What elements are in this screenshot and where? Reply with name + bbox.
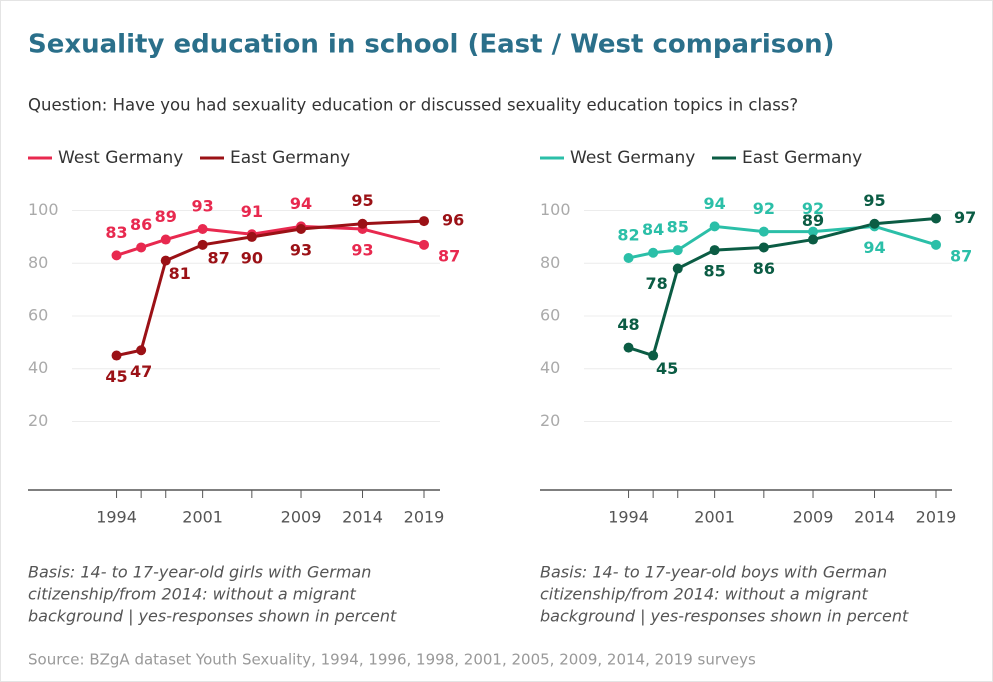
note: background | yes-responses shown in perc…	[28, 607, 397, 626]
subtitle: Question: Have you had sexuality educati…	[28, 96, 798, 115]
data-label: 78	[645, 274, 667, 293]
note: Basis: 14- to 17-year-old boys with Germ…	[540, 563, 887, 582]
point	[672, 263, 683, 274]
x-tick-label: 1994	[96, 508, 137, 527]
data-label: 95	[863, 191, 885, 210]
point	[808, 234, 819, 245]
x-tick-label: 2019	[916, 508, 957, 527]
y-tick-label: 80	[540, 253, 560, 272]
point	[869, 218, 880, 229]
point	[197, 239, 208, 250]
point	[709, 221, 720, 232]
data-label: 92	[802, 199, 824, 218]
point	[672, 245, 683, 256]
data-label: 92	[753, 199, 775, 218]
data-label: 94	[704, 194, 726, 213]
point	[136, 345, 147, 356]
point	[623, 253, 634, 263]
point	[136, 242, 147, 253]
data-label: 84	[642, 220, 664, 239]
data-label: 94	[863, 238, 885, 257]
data-label: 83	[105, 223, 127, 242]
y-tick-label: 100	[540, 200, 571, 219]
data-label: 93	[192, 197, 214, 216]
series-line	[628, 216, 937, 358]
point	[808, 226, 819, 237]
data-label: 45	[656, 359, 678, 378]
point	[296, 224, 307, 234]
data-label: 93	[290, 241, 312, 260]
y-tick-label: 80	[28, 253, 48, 272]
note: citizenship/from 2014: without a migrant	[540, 585, 869, 604]
x-tick-label: 1994	[608, 508, 649, 527]
data-label: 87	[950, 246, 972, 265]
title: Sexuality education in school (East / We…	[28, 30, 835, 60]
legend-label: East Germany	[230, 148, 350, 168]
data-label: 94	[290, 194, 312, 213]
point	[623, 342, 634, 353]
y-tick-label: 20	[540, 411, 560, 430]
x-tick-label: 2009	[793, 508, 834, 527]
data-label: 86	[130, 215, 152, 234]
data-label: 47	[130, 362, 152, 381]
y-tick-label: 20	[28, 411, 48, 430]
point	[111, 350, 122, 361]
data-label: 85	[704, 262, 726, 281]
y-tick-label: 60	[28, 306, 48, 325]
point	[160, 234, 171, 245]
y-tick-label: 60	[540, 306, 560, 325]
point	[111, 250, 122, 261]
point	[758, 226, 769, 237]
point	[419, 239, 430, 250]
point	[758, 242, 769, 253]
point	[357, 218, 368, 229]
point	[931, 239, 942, 250]
data-label: 96	[442, 211, 464, 230]
data-label: 87	[208, 248, 230, 267]
point	[419, 216, 430, 227]
data-label: 89	[802, 211, 824, 230]
point	[648, 247, 659, 258]
x-tick-label: 2014	[342, 508, 383, 527]
point	[197, 224, 208, 234]
y-tick-label: 100	[28, 200, 59, 219]
data-label: 97	[954, 208, 976, 227]
y-tick-label: 40	[540, 358, 560, 377]
x-tick-label: 2019	[404, 508, 445, 527]
x-tick-label: 2014	[854, 508, 895, 527]
data-label: 45	[105, 367, 127, 386]
data-label: 90	[241, 248, 263, 267]
point	[246, 231, 257, 242]
data-label: 86	[753, 259, 775, 278]
note: citizenship/from 2014: without a migrant	[28, 585, 357, 604]
x-tick-label: 2001	[694, 508, 735, 527]
data-label: 91	[241, 202, 263, 221]
x-tick-label: 2009	[281, 508, 322, 527]
legend-label: East Germany	[742, 148, 862, 168]
data-label: 87	[438, 246, 460, 265]
data-label: 85	[667, 218, 689, 237]
legend-label: West Germany	[570, 148, 695, 168]
note: Basis: 14- to 17-year-old girls with Ger…	[28, 563, 371, 582]
series-line	[116, 219, 425, 358]
data-label: 48	[617, 315, 639, 334]
point	[709, 245, 720, 256]
point	[648, 350, 659, 361]
data-label: 82	[617, 226, 639, 245]
source: Source: BZgA dataset Youth Sexuality, 19…	[28, 651, 756, 669]
data-label: 95	[351, 191, 373, 210]
x-tick-label: 2001	[182, 508, 223, 527]
legend-label: West Germany	[58, 148, 183, 168]
data-label: 81	[169, 264, 191, 283]
data-label: 93	[351, 241, 373, 260]
y-tick-label: 40	[28, 358, 48, 377]
point	[160, 255, 171, 266]
point	[931, 213, 942, 224]
data-label: 89	[155, 207, 177, 226]
note: background | yes-responses shown in perc…	[540, 607, 909, 626]
